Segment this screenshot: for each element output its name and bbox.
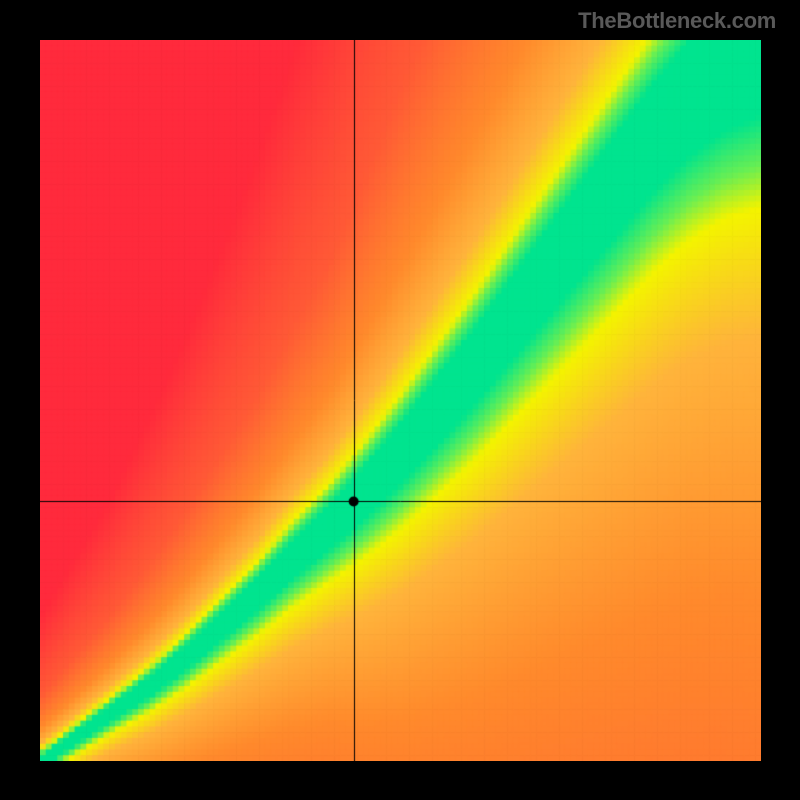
chart-container: TheBottleneck.com [0, 0, 800, 800]
watermark-text: TheBottleneck.com [578, 8, 776, 34]
heatmap-plot [40, 40, 761, 761]
